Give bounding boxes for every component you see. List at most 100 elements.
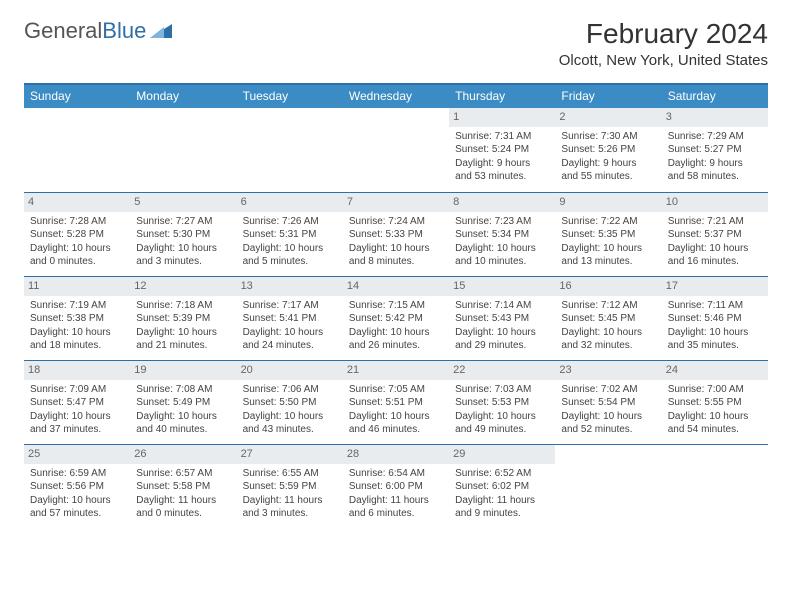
calendar-day-cell: 24 Sunrise: 7:00 AMSunset: 5:55 PMDayligh… xyxy=(662,361,768,444)
day-number: 29 xyxy=(449,445,555,464)
sunset-text: Sunset: 5:30 PM xyxy=(136,228,230,242)
sunset-text: Sunset: 5:55 PM xyxy=(668,396,762,410)
daylight-text: Daylight: 11 hours and 3 minutes. xyxy=(243,494,337,521)
sunrise-text: Sunrise: 6:55 AM xyxy=(243,467,337,481)
sunrise-text: Sunrise: 7:24 AM xyxy=(349,215,443,229)
sunrise-text: Sunrise: 7:15 AM xyxy=(349,299,443,313)
day-number: 19 xyxy=(130,361,236,380)
sunrise-text: Sunrise: 7:14 AM xyxy=(455,299,549,313)
brand-text-2: Blue xyxy=(102,18,146,44)
weekday-header-row: SundayMondayTuesdayWednesdayThursdayFrid… xyxy=(24,85,768,108)
weekday-header: Thursday xyxy=(449,85,555,108)
calendar-table: SundayMondayTuesdayWednesdayThursdayFrid… xyxy=(24,83,768,528)
calendar-day-cell xyxy=(343,108,449,192)
weekday-header: Wednesday xyxy=(343,85,449,108)
day-number: 28 xyxy=(343,445,449,464)
sunset-text: Sunset: 5:42 PM xyxy=(349,312,443,326)
calendar-day-cell: 19Sunrise: 7:08 AMSunset: 5:49 PMDayligh… xyxy=(130,361,236,444)
daylight-text: Daylight: 10 hours and 13 minutes. xyxy=(561,242,655,269)
sunset-text: Sunset: 5:47 PM xyxy=(30,396,124,410)
day-number: 2 xyxy=(555,108,661,127)
daylight-text: Daylight: 10 hours and 52 minutes. xyxy=(561,410,655,437)
calendar-day-cell xyxy=(24,108,130,192)
sunset-text: Sunset: 5:53 PM xyxy=(455,396,549,410)
sunrise-text: Sunrise: 7:30 AM xyxy=(561,130,655,144)
day-number: 14 xyxy=(343,277,449,296)
sunset-text: Sunset: 5:31 PM xyxy=(243,228,337,242)
sunrise-text: Sunrise: 7:22 AM xyxy=(561,215,655,229)
day-number: 20 xyxy=(237,361,343,380)
sunset-text: Sunset: 5:24 PM xyxy=(455,143,549,157)
calendar-week-row: 25Sunrise: 6:59 AMSunset: 5:56 PMDayligh… xyxy=(24,444,768,528)
calendar-day-cell xyxy=(662,445,768,528)
daylight-text: Daylight: 10 hours and 49 minutes. xyxy=(455,410,549,437)
calendar-day-cell xyxy=(130,108,236,192)
day-number: 4 xyxy=(24,193,130,212)
day-number: 8 xyxy=(449,193,555,212)
calendar-day-cell: 17Sunrise: 7:11 AMSunset: 5:46 PMDayligh… xyxy=(662,277,768,360)
calendar-day-cell: 26Sunrise: 6:57 AMSunset: 5:58 PMDayligh… xyxy=(130,445,236,528)
sunrise-text: Sunrise: 7:00 AM xyxy=(668,383,762,397)
weekday-header: Friday xyxy=(555,85,661,108)
calendar-day-cell: 12Sunrise: 7:18 AMSunset: 5:39 PMDayligh… xyxy=(130,277,236,360)
calendar-day-cell: 13Sunrise: 7:17 AMSunset: 5:41 PMDayligh… xyxy=(237,277,343,360)
daylight-text: Daylight: 9 hours and 58 minutes. xyxy=(668,157,762,184)
calendar-day-cell: 20 Sunrise: 7:06 AMSunset: 5:50 PMDayligh… xyxy=(237,361,343,444)
calendar-day-cell: 14 Sunrise: 7:15 AMSunset: 5:42 PMDayligh… xyxy=(343,277,449,360)
calendar-day-cell: 21Sunrise: 7:05 AMSunset: 5:51 PMDayligh… xyxy=(343,361,449,444)
daylight-text: Daylight: 10 hours and 46 minutes. xyxy=(349,410,443,437)
calendar-day-cell: 27Sunrise: 6:55 AMSunset: 5:59 PMDayligh… xyxy=(237,445,343,528)
sunrise-text: Sunrise: 7:26 AM xyxy=(243,215,337,229)
day-number: 27 xyxy=(237,445,343,464)
sunrise-text: Sunrise: 7:29 AM xyxy=(668,130,762,144)
daylight-text: Daylight: 10 hours and 16 minutes. xyxy=(668,242,762,269)
location-text: Olcott, New York, United States xyxy=(559,52,768,69)
calendar-day-cell xyxy=(555,445,661,528)
sunset-text: Sunset: 5:58 PM xyxy=(136,480,230,494)
day-number: 24 xyxy=(662,361,768,380)
sunrise-text: Sunrise: 7:05 AM xyxy=(349,383,443,397)
daylight-text: Daylight: 10 hours and 3 minutes. xyxy=(136,242,230,269)
sunset-text: Sunset: 5:39 PM xyxy=(136,312,230,326)
sunrise-text: Sunrise: 7:06 AM xyxy=(243,383,337,397)
sunrise-text: Sunrise: 6:57 AM xyxy=(136,467,230,481)
daylight-text: Daylight: 10 hours and 26 minutes. xyxy=(349,326,443,353)
calendar-day-cell: 3Sunrise: 7:29 AMSunset: 5:27 PMDaylight… xyxy=(662,108,768,192)
calendar-day-cell: 25Sunrise: 6:59 AMSunset: 5:56 PMDayligh… xyxy=(24,445,130,528)
day-number: 10 xyxy=(662,193,768,212)
sunrise-text: Sunrise: 7:08 AM xyxy=(136,383,230,397)
sunset-text: Sunset: 5:50 PM xyxy=(243,396,337,410)
day-number: 3 xyxy=(662,108,768,127)
calendar-day-cell: 11Sunrise: 7:19 AMSunset: 5:38 PMDayligh… xyxy=(24,277,130,360)
day-number: 21 xyxy=(343,361,449,380)
sunset-text: Sunset: 5:38 PM xyxy=(30,312,124,326)
sunset-text: Sunset: 5:54 PM xyxy=(561,396,655,410)
sunset-text: Sunset: 6:02 PM xyxy=(455,480,549,494)
calendar-day-cell: 15Sunrise: 7:14 AMSunset: 5:43 PMDayligh… xyxy=(449,277,555,360)
calendar-week-row: 11Sunrise: 7:19 AMSunset: 5:38 PMDayligh… xyxy=(24,276,768,360)
day-number: 5 xyxy=(130,193,236,212)
daylight-text: Daylight: 10 hours and 35 minutes. xyxy=(668,326,762,353)
header: GeneralBlue February 2024 Olcott, New Yo… xyxy=(24,18,768,69)
day-number: 1 xyxy=(449,108,555,127)
calendar-day-cell: 18Sunrise: 7:09 AMSunset: 5:47 PMDayligh… xyxy=(24,361,130,444)
daylight-text: Daylight: 10 hours and 57 minutes. xyxy=(30,494,124,521)
calendar-week-row: 1Sunrise: 7:31 AMSunset: 5:24 PMDaylight… xyxy=(24,108,768,192)
daylight-text: Daylight: 10 hours and 5 minutes. xyxy=(243,242,337,269)
daylight-text: Daylight: 10 hours and 54 minutes. xyxy=(668,410,762,437)
sunset-text: Sunset: 5:28 PM xyxy=(30,228,124,242)
sunset-text: Sunset: 5:33 PM xyxy=(349,228,443,242)
calendar-day-cell: 7Sunrise: 7:24 AMSunset: 5:33 PMDaylight… xyxy=(343,193,449,276)
brand-text-1: General xyxy=(24,18,102,44)
weekday-header: Monday xyxy=(130,85,236,108)
calendar-day-cell: 9Sunrise: 7:22 AMSunset: 5:35 PMDaylight… xyxy=(555,193,661,276)
day-number: 13 xyxy=(237,277,343,296)
daylight-text: Daylight: 10 hours and 43 minutes. xyxy=(243,410,337,437)
day-number: 11 xyxy=(24,277,130,296)
daylight-text: Daylight: 11 hours and 9 minutes. xyxy=(455,494,549,521)
sunset-text: Sunset: 5:46 PM xyxy=(668,312,762,326)
calendar-day-cell: 8Sunrise: 7:23 AMSunset: 5:34 PMDaylight… xyxy=(449,193,555,276)
daylight-text: Daylight: 10 hours and 0 minutes. xyxy=(30,242,124,269)
calendar-day-cell: 23Sunrise: 7:02 AMSunset: 5:54 PMDayligh… xyxy=(555,361,661,444)
calendar-day-cell: 2Sunrise: 7:30 AMSunset: 5:26 PMDaylight… xyxy=(555,108,661,192)
